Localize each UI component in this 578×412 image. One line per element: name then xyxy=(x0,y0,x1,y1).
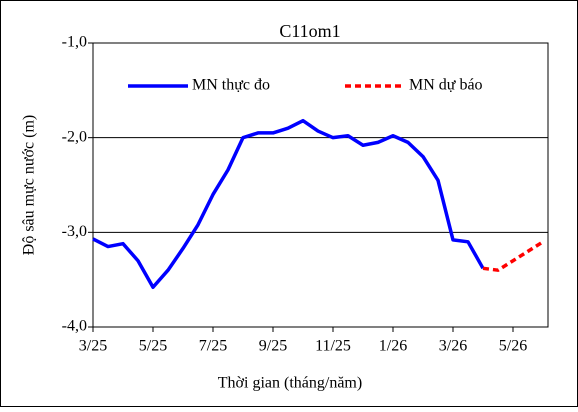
x-tick-label: 5/25 xyxy=(139,338,167,355)
y-tick-label: -2,0 xyxy=(62,128,87,145)
x-tick-label: 3/26 xyxy=(439,338,467,355)
y-tick-label: -3,0 xyxy=(62,223,87,240)
x-tick-label: 7/25 xyxy=(199,338,227,355)
series-line xyxy=(482,240,544,272)
series-line xyxy=(92,118,485,289)
y-axis-label: Độ sâu mực nước (m) xyxy=(21,115,38,255)
x-tick-label: 1/26 xyxy=(379,338,407,355)
x-tick-label: 5/26 xyxy=(499,338,527,355)
legend-label: MN dự báo xyxy=(409,77,483,94)
legend-label: MN thực đo xyxy=(192,77,270,94)
x-tick-label: 3/25 xyxy=(79,338,107,355)
x-tick-label: 9/25 xyxy=(259,338,287,355)
chart-title: C11om1 xyxy=(279,21,340,41)
x-axis-label: Thời gian (tháng/năm) xyxy=(218,375,362,392)
y-tick-label: -1,0 xyxy=(62,34,87,51)
y-tick-label: -4,0 xyxy=(62,318,87,335)
plot-frame xyxy=(92,42,549,328)
x-tick-label: 11/25 xyxy=(315,338,351,355)
